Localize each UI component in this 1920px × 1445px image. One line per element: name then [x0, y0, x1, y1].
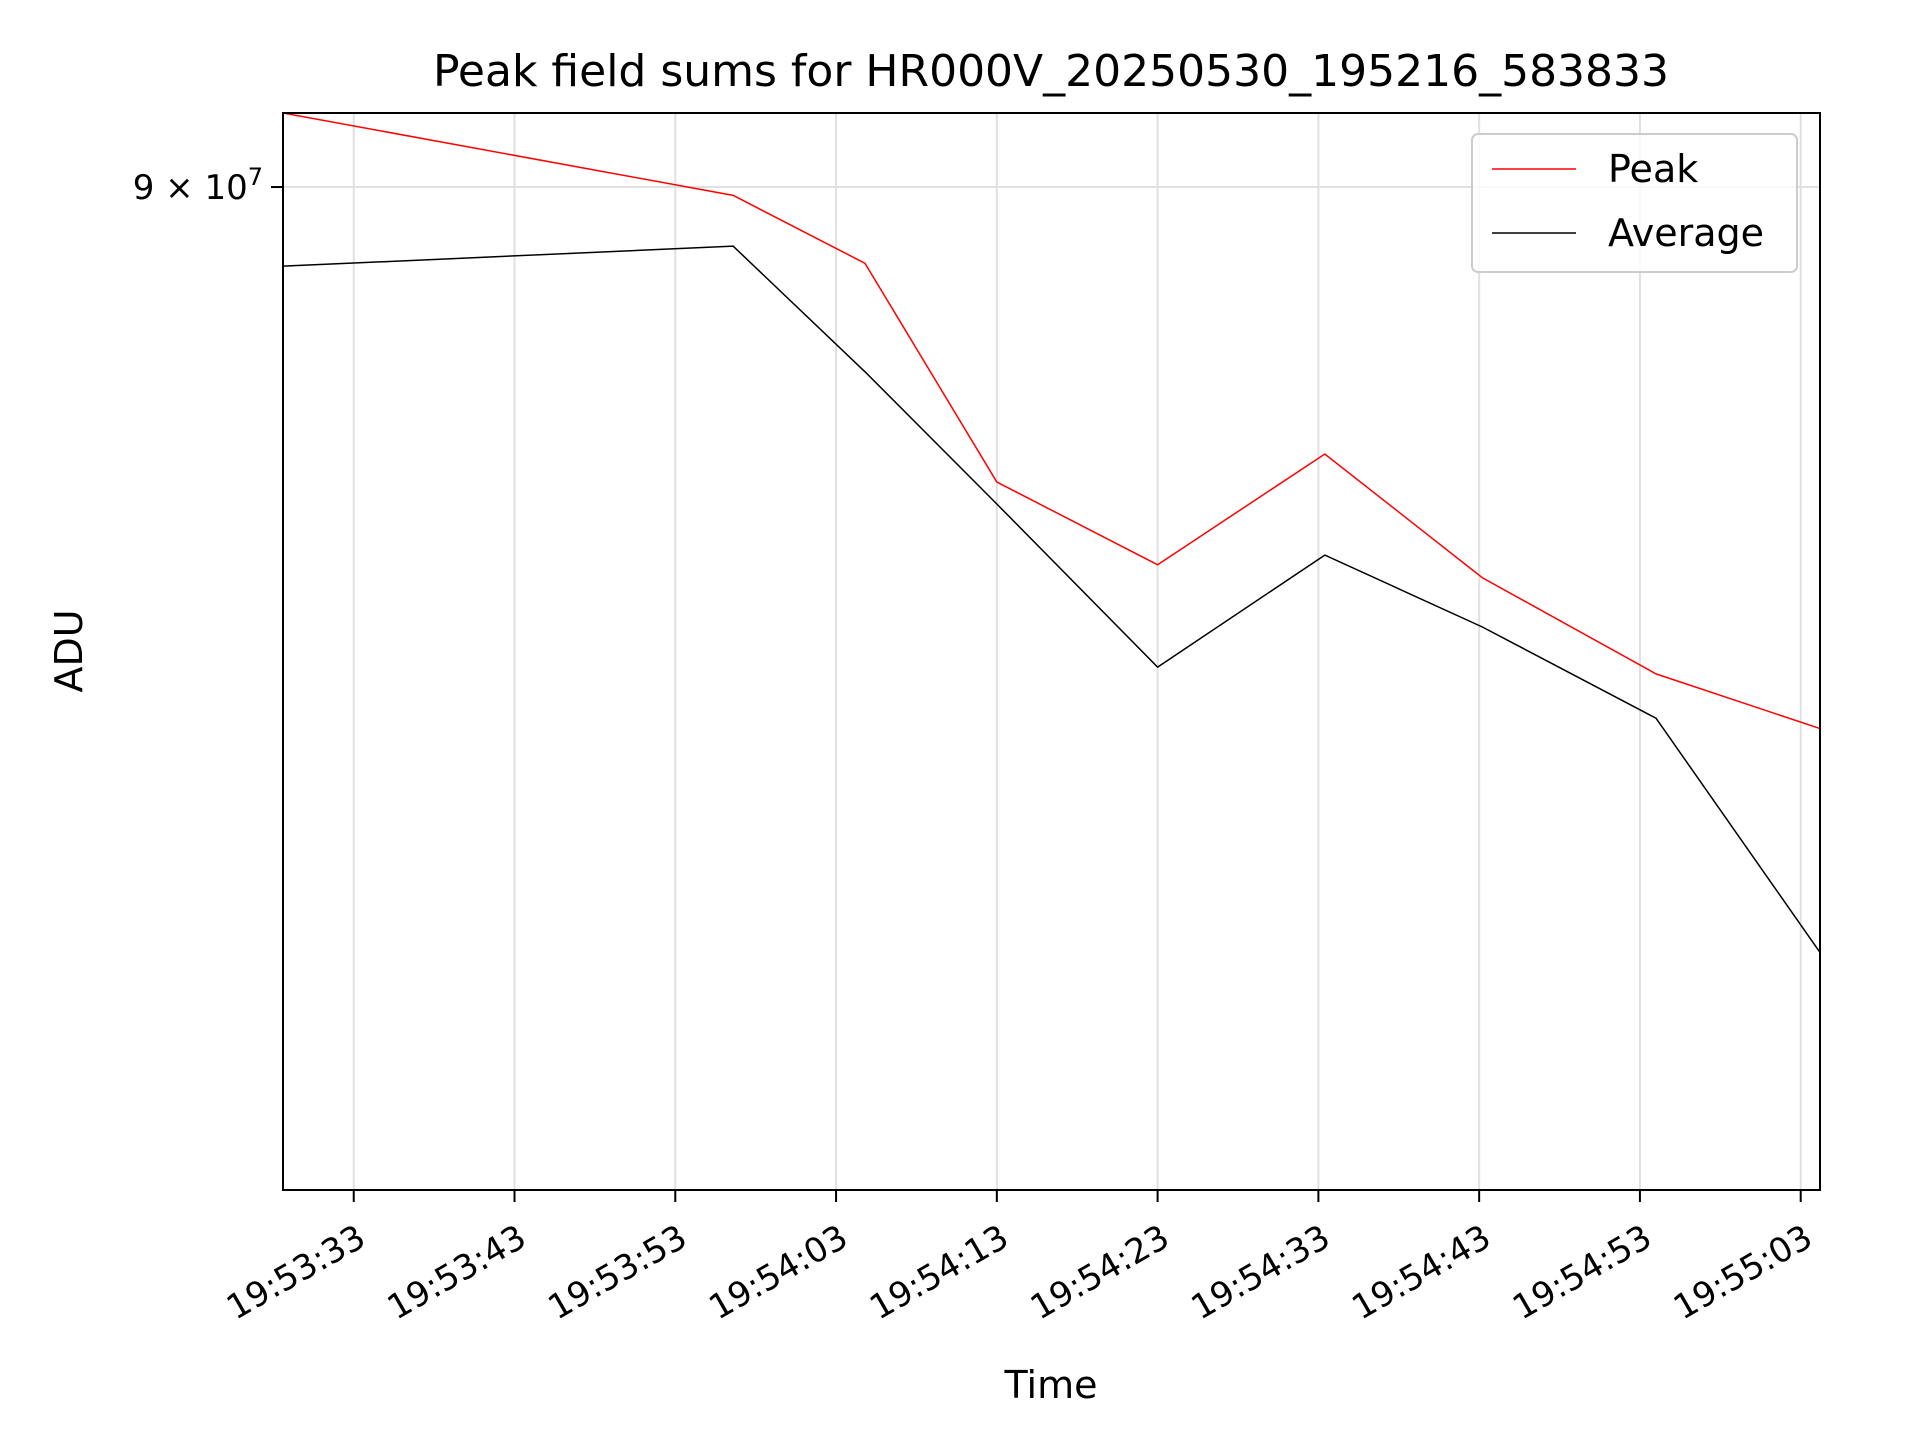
chart-title: Peak field sums for HR000V_20250530_1952… — [433, 46, 1669, 97]
y-tick-label: 9 × 107 — [133, 163, 263, 208]
legend-label-peak: Peak — [1608, 147, 1698, 191]
y-tick-label-exponent: 7 — [248, 163, 263, 191]
series-lines — [283, 113, 1820, 953]
legend-label-average: Average — [1608, 211, 1764, 255]
y-axis-label: ADU — [47, 609, 91, 692]
plot-frame — [282, 112, 1821, 1191]
series-line-average — [283, 245, 1820, 953]
legend: Peak Average — [1471, 133, 1798, 273]
y-axis-ticks: 9 × 107 — [133, 163, 283, 208]
x-axis-label: Time — [1004, 1363, 1098, 1407]
series-line-peak — [283, 113, 1820, 730]
y-tick-label-base: 9 × 10 — [133, 168, 248, 208]
